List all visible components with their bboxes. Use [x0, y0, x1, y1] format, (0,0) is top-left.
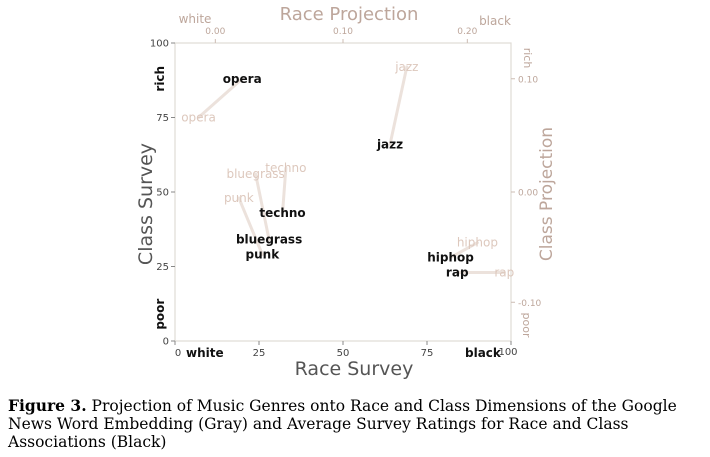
survey-point-label: opera	[223, 72, 262, 86]
x-tick-label: 25	[253, 348, 266, 359]
projection-point-label: jazz	[394, 60, 418, 74]
y-tick-label: 25	[156, 262, 169, 273]
y-low-end-label: poor	[153, 299, 167, 330]
projection-point-label: opera	[181, 111, 216, 125]
connector-line	[449, 241, 479, 260]
figure-caption: Figure 3. Projection of Music Genres ont…	[8, 396, 698, 452]
connector-lines	[197, 65, 506, 274]
projection-point-label: bluegrass	[226, 167, 284, 181]
y-tick-label: 75	[156, 113, 169, 124]
connector-line	[237, 196, 264, 257]
y-tick-label: 0	[163, 337, 169, 348]
caption-label: Figure 3.	[8, 396, 87, 415]
x-axis-title: Race Survey	[295, 358, 414, 380]
scatter-figure: 0 25 50 75 100 0 25 50 75 100 0.00 0.10 0.20 0.10 0.00…	[135, 4, 557, 380]
top-tick-label: 0.10	[333, 27, 353, 37]
survey-point-label: techno	[259, 206, 305, 220]
projection-point-label: punk	[224, 191, 254, 205]
point-labels: jazzoperatechnobluegrasspunkhiphoprapope…	[181, 60, 514, 280]
y-axis-title: Class Survey	[135, 143, 157, 265]
connector-line	[254, 172, 271, 242]
right-low-end-label: poor	[520, 313, 533, 338]
projection-point-label: hiphop	[457, 236, 498, 250]
right-high-end-label: rich	[521, 48, 534, 69]
connector-line	[197, 77, 244, 119]
survey-point-label: punk	[246, 248, 281, 262]
survey-point-label: rap	[446, 265, 469, 279]
y-tick-label: 100	[150, 39, 169, 50]
survey-point-label: bluegrass	[236, 233, 302, 247]
top-low-end-label: white	[179, 12, 212, 26]
right-axis-title: Class Projection	[537, 127, 557, 261]
x-tick-label: 50	[337, 348, 350, 359]
top-tick-label: 0.20	[457, 27, 477, 37]
caption-text: Projection of Music Genres onto Race and…	[8, 397, 677, 451]
y-high-end-label: rich	[153, 66, 167, 92]
axis-ticks: 0 25 50 75 100 0 25 50 75 100 0.00 0.10 0.20 0.10 0.00…	[150, 12, 542, 360]
connector-line	[281, 166, 288, 215]
top-axis-title: Race Projection	[280, 4, 419, 25]
y-tick-label: 50	[156, 188, 169, 199]
survey-point-label: jazz	[376, 137, 403, 151]
right-tick-label: 0.10	[518, 75, 538, 85]
projection-point-label: rap	[494, 265, 514, 279]
top-tick-label: 0.00	[205, 27, 225, 37]
x-low-end-label: white	[186, 346, 224, 360]
survey-point-label: hiphop	[427, 251, 474, 265]
right-tick-label: -0.10	[518, 299, 542, 309]
connector-line	[388, 65, 409, 146]
x-tick-label: 0	[175, 348, 181, 359]
x-high-end-label: black	[465, 346, 502, 360]
x-tick-label: 75	[421, 348, 434, 359]
right-tick-label: 0.00	[518, 189, 538, 199]
x-tick-label: 100	[498, 347, 517, 358]
projection-point-label: techno	[265, 161, 306, 175]
top-high-end-label: black	[479, 14, 511, 28]
